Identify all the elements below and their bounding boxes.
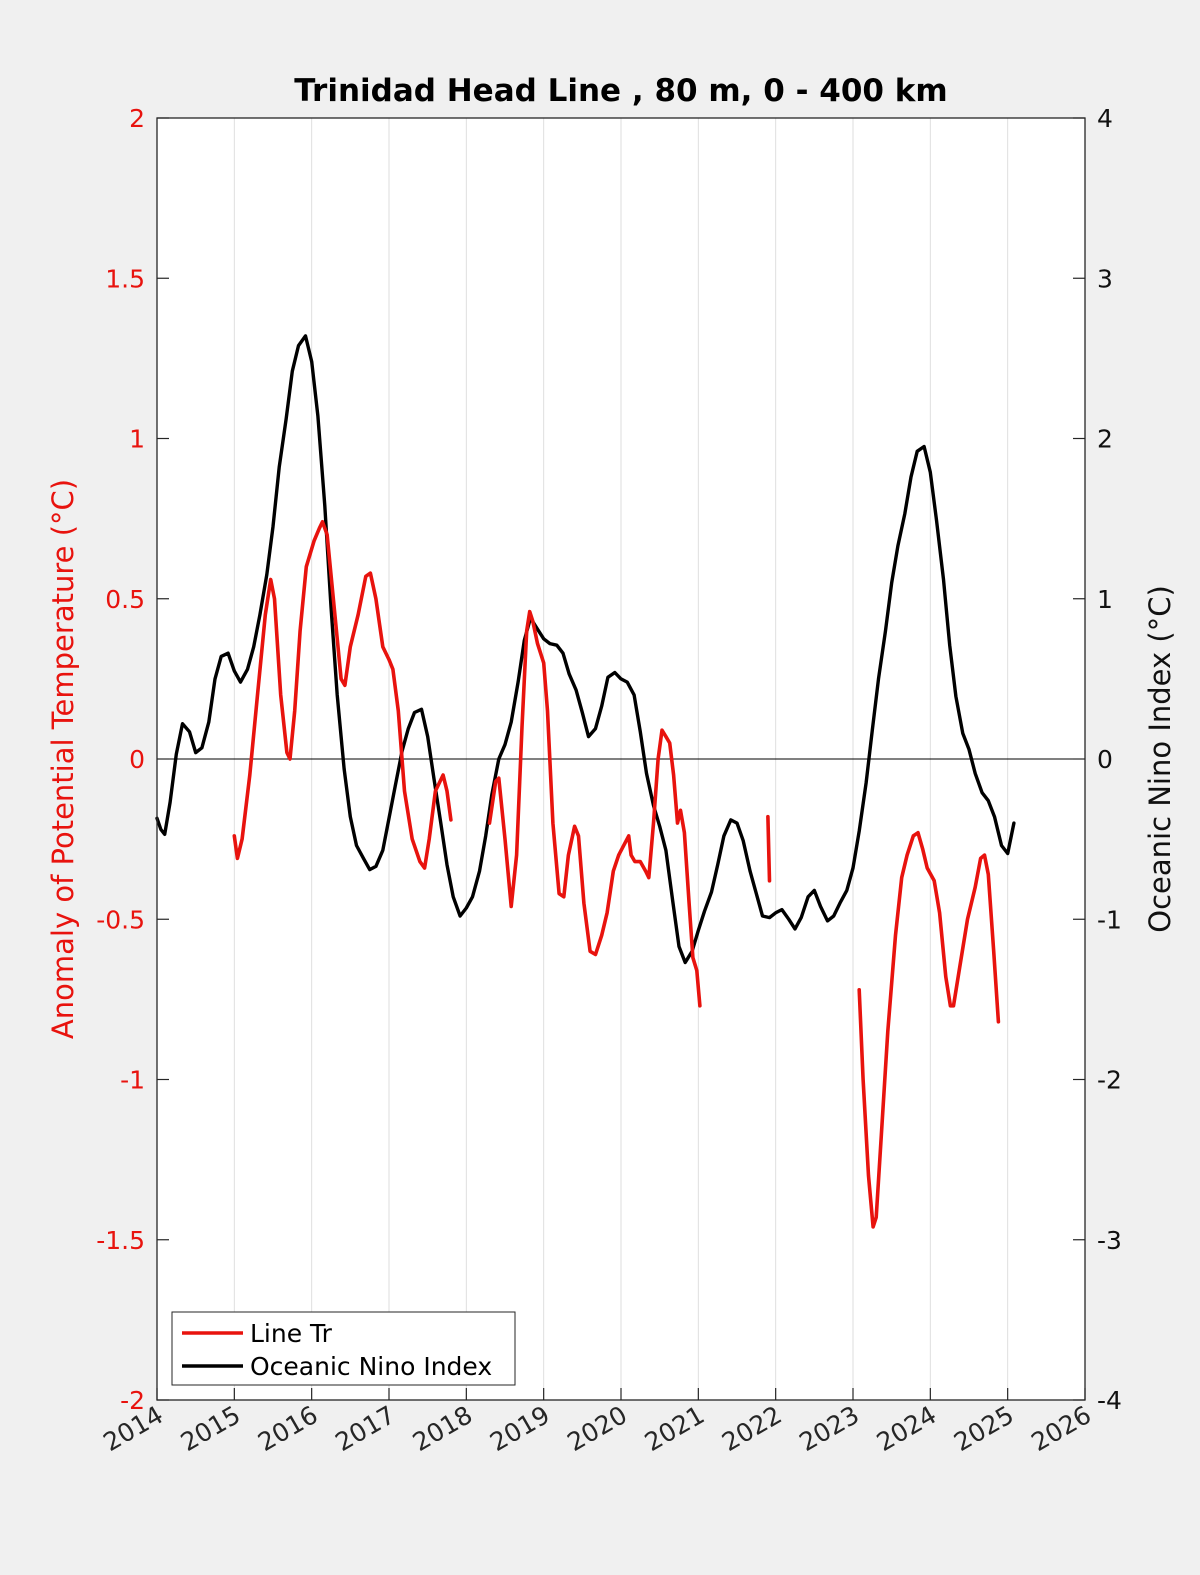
y-right-tick-label: -3 [1097, 1226, 1122, 1255]
y-left-tick-label: -1 [120, 1066, 145, 1095]
y-left-tick-label: -2 [120, 1386, 145, 1415]
y-right-tick-label: 4 [1097, 104, 1113, 133]
y-left-tick-label: -1.5 [96, 1226, 145, 1255]
y-right-tick-label: -2 [1097, 1066, 1122, 1095]
y-left-tick-label: 2 [129, 104, 145, 133]
series-line-line-tr [766, 814, 772, 883]
series-line-line-tr [857, 830, 1001, 1229]
y-left-tick-label: 1 [129, 425, 145, 454]
series-line-line-tr [487, 609, 702, 1008]
y-right-tick-label: -4 [1097, 1386, 1122, 1415]
series-line-oceanic-nino-index [155, 334, 1016, 965]
legend-box [171, 1311, 516, 1386]
y-left-tick-label: 0 [129, 745, 145, 774]
y-right-tick-label: -1 [1097, 905, 1122, 934]
y-axis-right-label: Oceanic Nino Index (°C) [1143, 585, 1177, 933]
series-line-line-tr [232, 520, 453, 870]
y-left-tick-label: 1.5 [105, 264, 145, 293]
y-axis-left-label: Anomaly of Potential Temperature (°C) [46, 479, 80, 1039]
y-left-tick-label: -0.5 [96, 905, 145, 934]
legend-label-oni: Oceanic Nino Index [250, 1352, 492, 1381]
legend: Line Tr Oceanic Nino Index [171, 1311, 516, 1386]
legend-label-line-tr: Line Tr [250, 1319, 333, 1348]
y-right-tick-label: 1 [1097, 585, 1113, 614]
chart-title: Trinidad Head Line , 80 m, 0 - 400 km [294, 73, 947, 109]
y-left-tick-label: 0.5 [105, 585, 145, 614]
y-right-tick-label: 3 [1097, 264, 1113, 293]
y-right-tick-label: 2 [1097, 425, 1113, 454]
y-right-tick-label: 0 [1097, 745, 1113, 774]
